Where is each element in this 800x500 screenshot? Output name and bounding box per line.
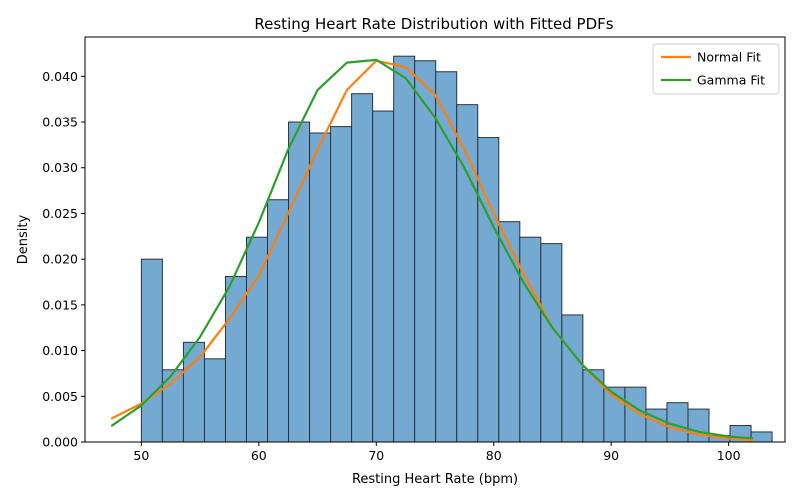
histogram-bar xyxy=(687,408,710,443)
x-tick-label: 70 xyxy=(368,448,384,463)
y-tick-label: 0.020 xyxy=(42,252,78,267)
x-tick-label: 100 xyxy=(717,448,741,463)
histogram-bar xyxy=(372,110,395,443)
histogram-bar xyxy=(561,314,584,443)
y-tick-label: 0.030 xyxy=(42,160,78,175)
y-axis-label: Density xyxy=(16,214,31,264)
x-tick-label: 90 xyxy=(603,448,619,463)
histogram-bar xyxy=(519,236,542,443)
histogram-bar xyxy=(140,258,163,443)
series-line-gamma-fit xyxy=(110,58,754,440)
x-axis-label: Resting Heart Rate (bpm) xyxy=(352,472,518,487)
x-tick-label: 50 xyxy=(133,448,149,463)
histogram-bar xyxy=(288,121,311,443)
y-tick-label: 0.000 xyxy=(42,435,78,450)
plot-frame xyxy=(84,36,786,443)
legend: Normal Fit Gamma Fit xyxy=(652,43,780,95)
series-line-normal-fit xyxy=(110,59,754,442)
histogram-bar xyxy=(414,60,437,443)
histogram-bar xyxy=(351,93,374,443)
y-tick-label: 0.010 xyxy=(42,343,78,358)
histogram-bar xyxy=(224,276,247,443)
histogram-bar xyxy=(666,402,689,443)
y-tick-label: 0.015 xyxy=(42,297,78,312)
histogram-bar xyxy=(750,431,773,443)
histogram-bar xyxy=(540,243,563,443)
histogram-bar xyxy=(330,126,353,443)
fitted-pdf-lines xyxy=(110,58,754,442)
y-tick-label: 0.005 xyxy=(42,389,78,404)
y-axis-ticks: 0.000 0.005 0.010 0.015 0.020 0.025 0.030 0.035… xyxy=(42,69,85,450)
y-tick-label: 0.035 xyxy=(42,115,78,130)
legend-label-gamma-fit: Gamma Fit xyxy=(697,73,765,88)
x-tick-label: 80 xyxy=(486,448,502,463)
histogram-bar xyxy=(393,55,416,443)
legend-label-normal-fit: Normal Fit xyxy=(697,50,761,65)
histogram-bar xyxy=(203,358,226,443)
x-axis-ticks: 50 60 70 80 90 100 xyxy=(133,442,741,463)
histogram-bars xyxy=(140,55,773,443)
x-tick-label: 60 xyxy=(251,448,267,463)
chart-title: Resting Heart Rate Distribution with Fit… xyxy=(254,15,613,33)
y-tick-label: 0.040 xyxy=(42,69,78,84)
histogram-bar xyxy=(245,236,269,443)
y-tick-label: 0.025 xyxy=(42,206,78,221)
histogram-bar xyxy=(309,132,332,443)
histogram-bar xyxy=(182,341,205,443)
